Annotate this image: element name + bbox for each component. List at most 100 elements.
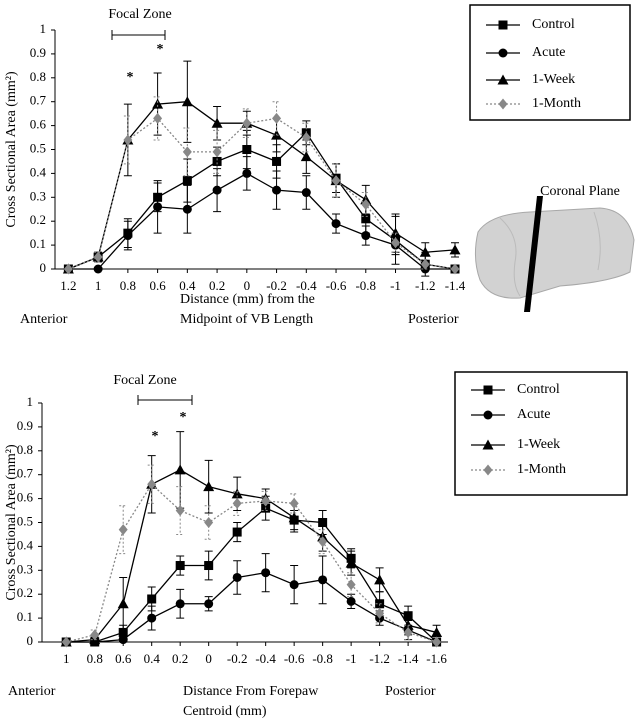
x-tick-label: -0.2: [227, 651, 248, 666]
marker: [431, 626, 443, 637]
marker: [181, 96, 193, 107]
marker: [123, 134, 133, 146]
x-tick-label: 0.8: [87, 651, 103, 666]
marker: [242, 168, 252, 178]
marker: [345, 557, 357, 568]
marker: [242, 145, 252, 154]
shading: [593, 211, 601, 271]
marker: [301, 188, 311, 198]
x-tick-label: 0: [244, 278, 251, 293]
y-tick-label: 0.2: [17, 585, 33, 600]
legend-label: 1-Week: [517, 437, 560, 452]
series-line: [66, 469, 437, 643]
coronal-plane: [524, 196, 543, 312]
marker: [153, 112, 163, 124]
x-tick-label: 1: [95, 278, 102, 293]
marker: [346, 596, 356, 606]
series-line: [66, 572, 437, 643]
y-tick-label: 0.2: [30, 212, 46, 227]
y-tick-label: 0.6: [17, 490, 34, 505]
x-tick-label: 1.2: [60, 278, 76, 293]
legend-label: Acute: [532, 45, 565, 60]
marker: [450, 263, 460, 275]
x-tick-label: -0.4: [255, 651, 276, 666]
marker: [182, 204, 192, 214]
marker: [147, 594, 157, 604]
x-tick-label: -0.6: [326, 278, 347, 293]
legend-label: 1-Month: [532, 96, 581, 111]
x-tick-label: -0.4: [296, 278, 317, 293]
significance-star: *: [127, 70, 134, 85]
marker: [391, 237, 401, 249]
focal-bracket: [111, 30, 166, 40]
marker: [147, 478, 157, 490]
x-axis-label: Centroid (mm): [183, 704, 267, 719]
marker: [93, 251, 103, 263]
legend-label: Control: [517, 382, 560, 397]
marker: [203, 481, 215, 492]
error-bar: [183, 127, 192, 177]
error-bar: [233, 490, 242, 516]
marker: [118, 627, 128, 637]
marker: [272, 185, 282, 195]
x-tick-label: 0: [205, 651, 212, 666]
marker: [432, 636, 442, 648]
x-tick-label: -1.6: [426, 651, 447, 666]
marker: [175, 561, 185, 571]
marker: [242, 117, 252, 129]
x-tick-label: -1.2: [369, 651, 390, 666]
marker: [498, 20, 508, 30]
series-line: [68, 172, 455, 270]
marker: [288, 512, 300, 523]
marker: [300, 151, 312, 162]
x-axis-label: Midpoint of VB Length: [180, 312, 313, 327]
marker: [483, 464, 493, 476]
error-bar: [119, 505, 128, 555]
marker: [272, 112, 282, 124]
x-tick-label: 1: [63, 651, 70, 666]
y-tick-label: 0.5: [17, 513, 33, 528]
marker: [204, 599, 214, 609]
x-tick-label: 0.4: [179, 278, 196, 293]
annotation: Anterior: [20, 312, 68, 327]
marker: [375, 607, 385, 619]
coronal-plane-model: [474, 196, 635, 312]
marker: [261, 568, 271, 578]
x-tick-label: -0.8: [355, 278, 376, 293]
significance-star: *: [152, 429, 159, 444]
series-line: [66, 507, 438, 643]
x-tick-label: 0.2: [172, 651, 188, 666]
marker: [449, 244, 461, 255]
marker: [361, 231, 371, 241]
y-tick-label: 0.1: [17, 609, 33, 624]
error-bar: [302, 122, 311, 153]
x-tick-label: -1: [390, 278, 401, 293]
marker: [318, 536, 328, 548]
marker: [419, 246, 431, 257]
marker: [153, 202, 163, 212]
error-bar: [242, 108, 251, 139]
marker: [272, 156, 282, 166]
marker: [147, 613, 157, 623]
marker: [211, 117, 223, 128]
marker: [90, 629, 100, 641]
marker: [374, 574, 386, 585]
y-tick-label: 0.3: [30, 188, 46, 203]
marker: [482, 439, 494, 450]
error-bar: [176, 486, 185, 535]
marker: [232, 527, 242, 537]
marker: [63, 263, 73, 275]
annotation: Focal Zone: [113, 373, 176, 388]
error-bar: [147, 464, 156, 504]
marker: [346, 579, 356, 591]
significance-star: *: [180, 410, 187, 425]
y-tick-label: 0: [40, 260, 47, 275]
annotation: Focal Zone: [108, 7, 171, 22]
error-bar: [318, 529, 327, 555]
marker: [289, 580, 299, 590]
annotation: Posterior: [408, 312, 459, 327]
y-tick-label: 1: [27, 394, 34, 409]
x-tick-label: -1.2: [415, 278, 436, 293]
marker: [331, 219, 341, 229]
